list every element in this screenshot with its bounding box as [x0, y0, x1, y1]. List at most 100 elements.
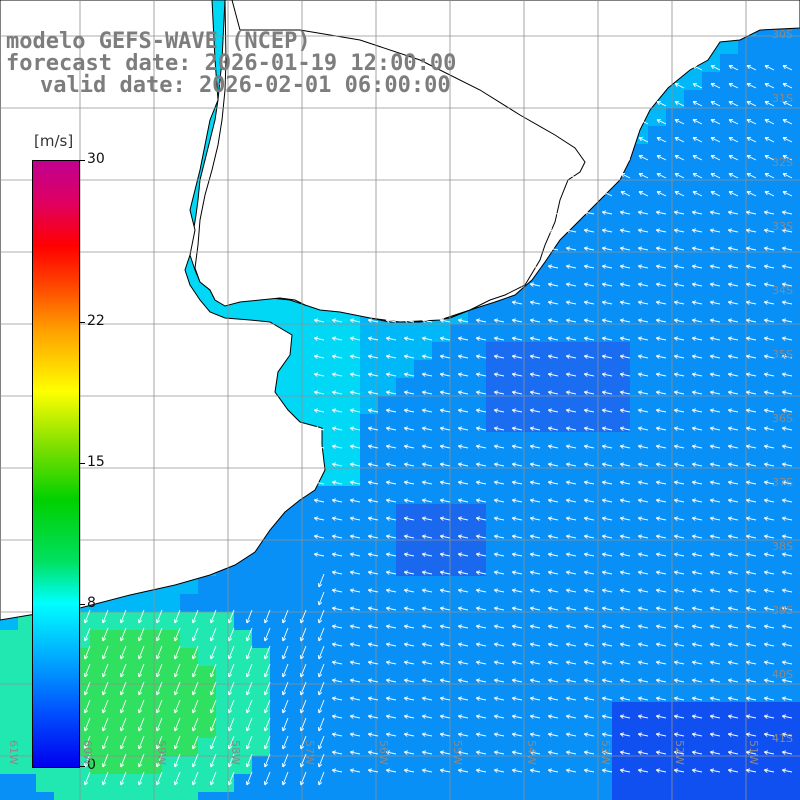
wind-arrow: [674, 661, 685, 665]
wind-speed-cell: [612, 342, 630, 360]
wind-arrow-head: [476, 390, 481, 393]
wind-arrow-head: [692, 155, 696, 160]
wind-arrow-head: [782, 282, 787, 285]
wind-arrow: [584, 301, 595, 305]
wind-speed-cell: [324, 684, 342, 702]
wind-arrow-head: [674, 732, 679, 735]
wind-arrow-head: [548, 606, 553, 609]
wind-arrow-head: [156, 674, 161, 678]
wind-speed-cell: [468, 432, 486, 450]
wind-speed-cell: [450, 432, 468, 450]
wind-arrow-head: [728, 191, 732, 196]
wind-arrow: [692, 499, 703, 503]
wind-arrow: [620, 173, 631, 179]
wind-speed-cell: [540, 612, 558, 630]
wind-speed-cell: [450, 684, 468, 702]
wind-speed-cell: [234, 774, 252, 792]
wind-arrow-head: [763, 607, 768, 611]
coastline-uruguay: [194, 0, 586, 323]
wind-speed-cell: [594, 666, 612, 684]
wind-arrow-head: [710, 210, 715, 213]
wind-arrow-head: [602, 732, 607, 735]
wind-arrow-head: [637, 553, 642, 557]
wind-arrow: [620, 427, 631, 431]
wind-speed-cell: [612, 540, 630, 558]
wind-speed-cell: [270, 756, 288, 774]
wind-arrow-head: [300, 692, 305, 696]
wind-arrow: [386, 589, 397, 593]
wind-arrow-head: [385, 571, 390, 575]
wind-speed-cell: [486, 486, 504, 504]
wind-arrow-head: [350, 642, 355, 645]
wind-arrow-head: [475, 409, 480, 413]
wind-speed-cell: [288, 576, 306, 594]
wind-arrow: [566, 101, 577, 107]
wind-arrow-head: [656, 318, 661, 321]
wind-arrow-head: [583, 715, 588, 719]
wind-arrow-head: [174, 746, 179, 750]
wind-speed-cell: [270, 792, 288, 800]
wind-speed-cell: [594, 306, 612, 324]
wind-arrow: [368, 517, 379, 521]
wind-speed-cell: [774, 738, 792, 756]
wind-speed-cell: [468, 468, 486, 486]
wind-speed-cell: [630, 630, 648, 648]
wind-arrow-head: [619, 373, 624, 377]
wind-speed-cell: [594, 414, 612, 432]
wind-arrow-head: [710, 606, 715, 609]
wind-arrow-head: [300, 746, 305, 750]
wind-arrow-head: [458, 426, 463, 429]
wind-arrow: [584, 191, 595, 197]
wind-arrow-head: [457, 409, 462, 413]
wind-arrow: [84, 681, 91, 696]
wind-arrow-head: [367, 607, 372, 611]
wind-arrow-head: [619, 625, 624, 629]
wind-arrow-head: [565, 409, 570, 413]
wind-speed-cell: [738, 414, 756, 432]
wind-arrow-head: [565, 229, 570, 233]
wind-arrow-head: [386, 534, 391, 537]
wind-speed-cell: [612, 630, 630, 648]
wind-arrow-head: [282, 710, 287, 714]
wind-speed-cell: [468, 450, 486, 468]
wind-arrow-head: [746, 606, 751, 609]
wind-arrow-head: [439, 751, 444, 755]
wind-arrow-head: [673, 463, 678, 467]
wind-arrow: [476, 427, 487, 431]
wind-arrow-head: [674, 678, 679, 681]
wind-arrow: [318, 753, 325, 768]
wind-arrow: [656, 625, 667, 629]
wind-speed-cell: [702, 756, 720, 774]
wind-speed-cell: [450, 504, 468, 522]
wind-speed-cell: [576, 396, 594, 414]
wind-arrow-head: [584, 65, 588, 70]
wind-speed-cell: [432, 612, 450, 630]
wind-speed-cell: [252, 558, 270, 576]
wind-arrow-head: [728, 732, 733, 735]
wind-speed-cell: [216, 720, 234, 738]
wind-arrow-head: [728, 714, 733, 717]
wind-arrow-head: [385, 589, 390, 593]
wind-arrow: [566, 301, 577, 305]
wind-arrow-head: [210, 710, 215, 714]
wind-arrow-head: [547, 499, 552, 503]
wind-arrow-head: [421, 607, 426, 611]
wind-arrow-head: [727, 715, 732, 719]
wind-speed-cell: [558, 720, 576, 738]
wind-arrow-head: [566, 588, 571, 591]
wind-arrow-head: [331, 481, 336, 485]
wind-speed-cell: [648, 576, 666, 594]
wind-speed-cell: [774, 522, 792, 540]
wind-speed-cell: [648, 702, 666, 720]
wind-speed-cell: [396, 702, 414, 720]
wind-speed-cell: [774, 252, 792, 270]
wind-arrow-head: [493, 445, 498, 449]
wind-arrow-head: [350, 462, 355, 465]
wind-arrow-head: [548, 228, 553, 231]
wind-speed-cell: [792, 756, 800, 774]
wind-arrow-head: [583, 499, 588, 503]
wind-arrow-head: [638, 552, 643, 555]
wind-speed-cell: [252, 756, 270, 774]
wind-speed-cell: [738, 594, 756, 612]
wind-arrow-head: [529, 661, 534, 665]
